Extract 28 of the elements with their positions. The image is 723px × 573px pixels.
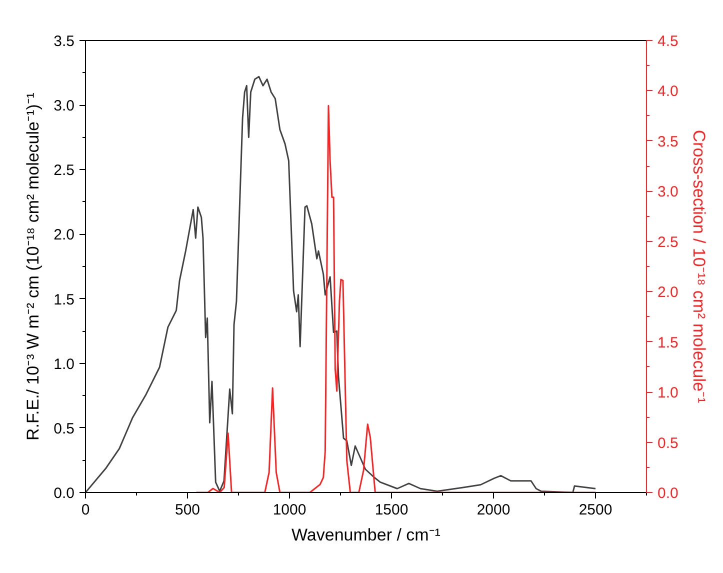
y-axis-title: R.F.E./ 10⁻³ W m⁻² cm (10⁻¹⁸ cm² molecule⁻¹)⁻¹ (24, 92, 43, 440)
y-tick-label: 3.5 (54, 33, 75, 50)
y2-tick-label: 3.0 (658, 184, 678, 201)
x-tick-label: 2500 (578, 502, 612, 518)
x-tick-label: 1000 (272, 502, 306, 518)
y2-axis-title: Cross-section / 10⁻¹⁸ cm² molecule⁻¹ (689, 130, 708, 404)
y2-tick-label: 0.0 (658, 485, 678, 502)
y2-tick-label: 1.0 (658, 384, 678, 402)
y2-tick-label: 4.0 (658, 83, 678, 100)
y2-tick-label: 2.5 (658, 234, 678, 251)
y-tick-label: 1.0 (54, 356, 75, 373)
y-tick-label: 1.5 (54, 291, 75, 308)
y2-tick-label: 0.5 (658, 434, 678, 452)
line-series (86, 76, 596, 492)
y2-tick-label: 4.5 (658, 33, 678, 50)
y2-tick-label: 3.5 (658, 133, 678, 150)
y-tick-label: 0.5 (54, 420, 75, 438)
y2-tick-label: 1.5 (658, 334, 678, 352)
x-tick-label: 2000 (476, 502, 510, 518)
y2-tick-label: 2.0 (658, 284, 678, 302)
y-tick-label: 2.0 (54, 226, 75, 244)
y-tick-label: 2.5 (54, 162, 75, 180)
y-tick-label: 3.0 (54, 98, 75, 115)
y-tick-label: 0.0 (54, 485, 75, 502)
x-tick-label: 500 (174, 502, 200, 518)
x-tick-label: 1500 (374, 502, 408, 518)
x-tick-label: 0 (81, 502, 90, 518)
x-axis-title: Wavenumber / cm⁻¹ (292, 526, 441, 544)
